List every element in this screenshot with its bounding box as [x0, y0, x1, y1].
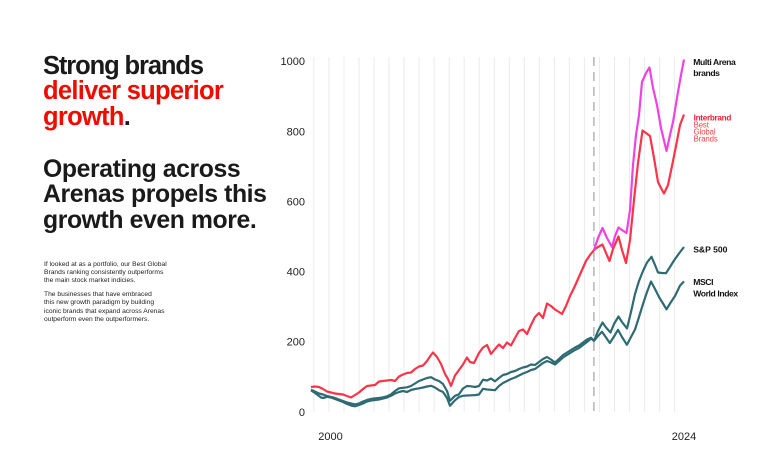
svg-text:MSCI: MSCI	[693, 277, 713, 287]
svg-text:2024: 2024	[672, 431, 696, 443]
svg-text:600: 600	[287, 196, 305, 208]
svg-text:800: 800	[287, 126, 305, 138]
svg-text:Best: Best	[694, 120, 710, 129]
svg-text:Interbrand: Interbrand	[694, 113, 732, 122]
svg-text:brands: brands	[693, 68, 720, 78]
svg-text:Global: Global	[694, 127, 716, 136]
svg-text:200: 200	[287, 337, 305, 349]
svg-text:400: 400	[287, 267, 305, 279]
svg-text:1000: 1000	[281, 56, 305, 68]
svg-text:Brands: Brands	[694, 134, 718, 143]
svg-text:Multi Arena: Multi Arena	[693, 57, 736, 67]
svg-text:World Index: World Index	[693, 289, 738, 299]
svg-text:0: 0	[299, 407, 305, 419]
svg-text:2000: 2000	[318, 431, 342, 443]
svg-text:S&P 500: S&P 500	[693, 245, 727, 255]
